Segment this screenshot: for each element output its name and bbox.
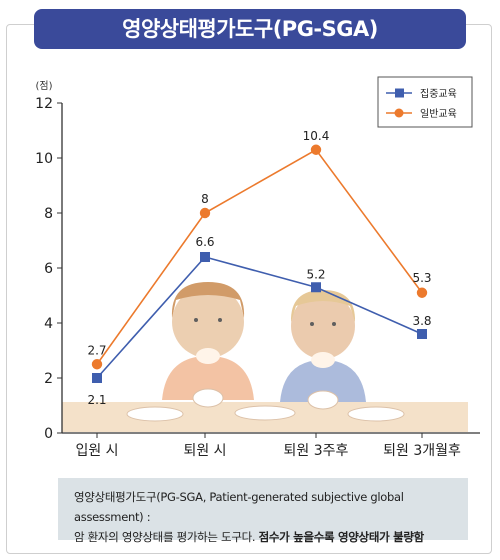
- footnote-line-1: 영양상태평가도구(PG-SGA, Patient-generated subje…: [74, 490, 404, 524]
- page-title: 영양상태평가도구(PG-SGA): [34, 9, 466, 49]
- data-point-circle: [91, 359, 103, 370]
- x-tick-label: 퇴원 3주후: [284, 443, 349, 459]
- y-tick-label: 8: [44, 206, 53, 222]
- series-line-2: [96, 148, 423, 365]
- data-point-circle: [416, 287, 428, 298]
- data-point-circle: [199, 207, 211, 219]
- data-label: 5.2: [306, 267, 325, 281]
- data-point-square: [200, 252, 210, 262]
- x-tick-label: 퇴원 3개월후: [383, 443, 461, 459]
- data-point-square: [92, 373, 102, 383]
- y-tick-label: 12: [35, 96, 53, 112]
- data-label: 2.7: [87, 343, 106, 357]
- series-layer: 2.1 6.6 5.2 3.8 2.7 8 10.4 5.3: [87, 129, 431, 407]
- legend-marker-circle: [394, 108, 404, 118]
- footnote-box: 영양상태평가도구(PG-SGA, Patient-generated subje…: [58, 478, 468, 544]
- axes: (점) 0 2 4 6 8 10 12 입원 시 퇴원 시 퇴원 3주후 퇴원 3개월후: [35, 80, 480, 459]
- footnote-line-2: 암 환자의 영양상태를 평가하는 도구다. 점수가 높을수록 영양상태가 불량함: [74, 527, 452, 547]
- data-label: 5.3: [412, 271, 431, 285]
- legend-label: 집중교육: [420, 88, 457, 100]
- data-point-square: [311, 282, 321, 293]
- footnote-text: 암 환자의 영양상태를 평가하는 도구다.: [74, 530, 259, 544]
- patients-illustration: [62, 282, 468, 432]
- legend-label: 일반교육: [420, 108, 457, 120]
- footnote-emphasis: 점수가 높을수록 영양상태가 불량함: [258, 530, 425, 544]
- data-label: 2.1: [87, 393, 106, 407]
- y-tick-label: 4: [44, 316, 53, 332]
- data-label: 6.6: [195, 235, 214, 249]
- series-line-1: [96, 256, 423, 379]
- data-label: 3.8: [412, 314, 431, 328]
- x-tick-label: 퇴원 시: [183, 443, 226, 459]
- data-point-square: [417, 329, 427, 339]
- legend-marker-square: [395, 88, 404, 98]
- y-tick-label: 2: [44, 371, 53, 387]
- y-tick-label: 10: [35, 151, 53, 167]
- y-unit-label: (점): [35, 80, 52, 92]
- y-tick-label: 0: [44, 426, 53, 442]
- x-tick-label: 입원 시: [75, 443, 118, 459]
- data-point-circle: [310, 144, 322, 155]
- data-label: 8: [201, 192, 209, 206]
- data-label: 10.4: [303, 129, 330, 143]
- y-tick-label: 6: [44, 261, 53, 277]
- legend-box: [377, 76, 473, 128]
